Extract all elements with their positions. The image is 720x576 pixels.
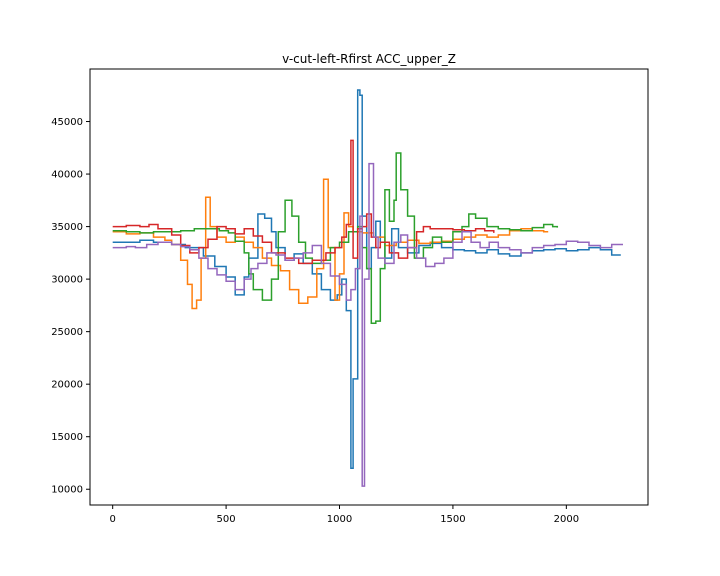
plot-frame — [89, 68, 649, 506]
y-tick-label: 30000 — [51, 275, 83, 286]
y-tick-label: 40000 — [51, 170, 83, 181]
x-axis: 0 500 1000 1500 2000 — [109, 505, 579, 525]
y-tick-label: 25000 — [51, 327, 83, 338]
chart-title: v-cut-left-Rfirst ACC_upper_Z — [282, 52, 456, 66]
x-tick-label: 2000 — [554, 514, 579, 525]
x-tick-label: 500 — [217, 514, 236, 525]
y-tick-label: 10000 — [51, 485, 83, 496]
series-line-4 — [112, 139, 495, 265]
y-tick-label: 35000 — [51, 222, 83, 233]
y-tick-label: 15000 — [51, 432, 83, 443]
y-axis: 10000 15000 20000 25000 30000 35000 40000 45000 — [51, 117, 90, 496]
series-line-5 — [112, 162, 623, 487]
x-tick-label: 0 — [109, 514, 115, 525]
y-tick-label: 20000 — [51, 380, 83, 391]
x-tick-label: 1000 — [327, 514, 352, 525]
x-tick-label: 1500 — [440, 514, 465, 525]
y-tick-label: 45000 — [51, 117, 83, 128]
plot-series — [112, 89, 623, 487]
